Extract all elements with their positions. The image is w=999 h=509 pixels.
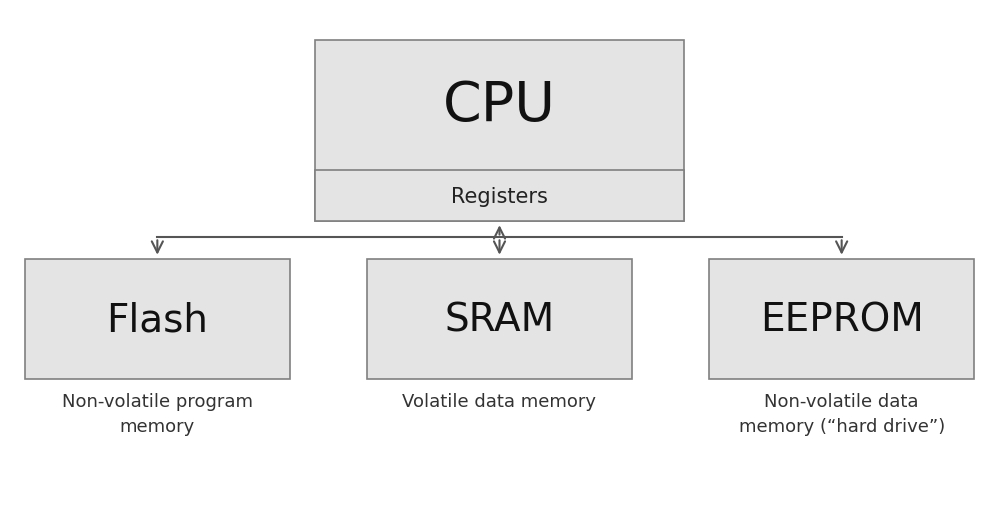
Text: EEPROM: EEPROM: [760, 300, 923, 338]
Text: SRAM: SRAM: [445, 300, 554, 338]
Text: Flash: Flash: [107, 300, 208, 338]
Text: Volatile data memory: Volatile data memory: [403, 392, 596, 410]
Text: CPU: CPU: [443, 79, 556, 133]
FancyBboxPatch shape: [25, 260, 290, 379]
FancyBboxPatch shape: [368, 260, 632, 379]
Text: Non-volatile data
memory (“hard drive”): Non-volatile data memory (“hard drive”): [738, 392, 945, 435]
FancyBboxPatch shape: [709, 260, 974, 379]
Text: Non-volatile program
memory: Non-volatile program memory: [62, 392, 253, 435]
FancyBboxPatch shape: [315, 171, 684, 221]
FancyBboxPatch shape: [315, 41, 684, 221]
Text: Registers: Registers: [452, 186, 547, 206]
